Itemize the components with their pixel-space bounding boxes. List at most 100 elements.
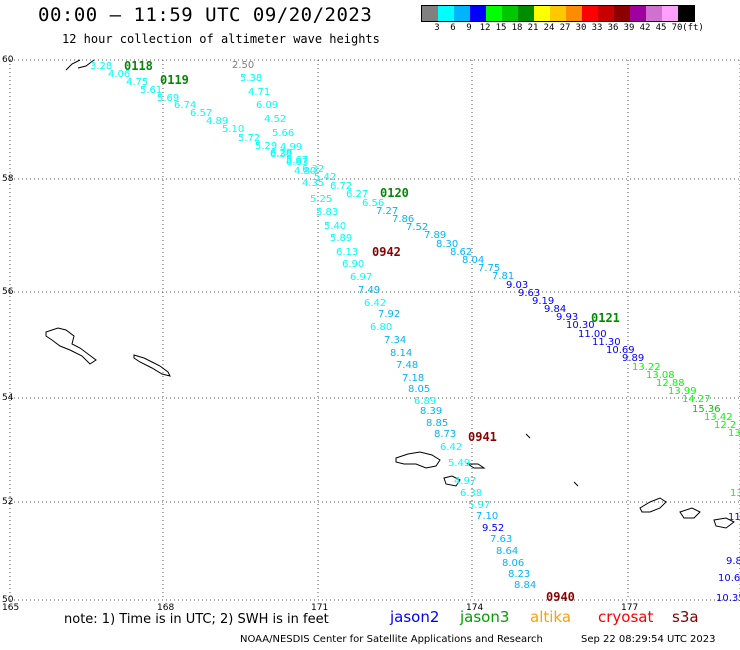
footer-credit: NOAA/NESDIS Center for Satellite Applica…: [240, 634, 543, 645]
wave-height-value: 9.63: [518, 288, 540, 299]
legend-swatch: [486, 6, 502, 21]
pass-label: 0940: [546, 590, 575, 604]
wave-height-value: 5.10: [222, 124, 244, 135]
wave-height-value: 8.14: [390, 348, 412, 359]
pass-label: 0120: [380, 186, 409, 200]
wave-height-values: 3.284.064.755.615.696.746.574.895.105.72…: [90, 60, 740, 604]
coastlines: [45, 59, 735, 529]
wave-height-value: 8.62: [450, 247, 472, 258]
legend-swatch: [598, 6, 614, 21]
wave-height-value: 4.99: [280, 142, 302, 153]
wave-height-value: 13.99: [668, 386, 697, 397]
lon-tick-label: 177: [621, 603, 638, 613]
wave-height-value: 7.48: [396, 360, 418, 371]
satellite-name: jason3: [460, 608, 510, 626]
legend-label: 6: [450, 23, 456, 33]
wave-height-value: 11.00: [578, 329, 607, 340]
wave-height-value: 8.04: [462, 255, 484, 266]
legend-label: 24: [543, 23, 555, 33]
wave-height-value: 4.97: [454, 476, 476, 487]
wave-height-value: 13.22: [632, 362, 661, 373]
wave-height-value: 5.61: [140, 85, 162, 96]
wave-height-value: 5.66: [272, 128, 294, 139]
wave-height-value: 15.36: [692, 404, 721, 415]
legend-swatch: [646, 6, 662, 21]
island-mid-1: [395, 451, 441, 469]
island-east-4: [525, 433, 579, 487]
island-west-2: [133, 354, 171, 377]
wave-height-value: 6.90: [342, 259, 364, 270]
wave-height-value: 6.13: [336, 247, 358, 258]
wave-height-value: 4.35: [302, 178, 324, 189]
wave-height-value: 8.39: [420, 406, 442, 417]
wave-height-value: 4.89: [206, 116, 228, 127]
island-east-3: [713, 517, 735, 529]
legend-label: 12: [479, 23, 491, 33]
wave-height-value: 5.83: [316, 207, 338, 218]
satellite-name: jason2: [390, 608, 440, 626]
wave-height-value: 8.30: [436, 239, 458, 250]
legend-label: 42: [639, 23, 651, 33]
map-grid: [9, 59, 740, 601]
wave-height-value: 4.06: [108, 69, 130, 80]
wave-height-value: 5.29: [255, 141, 277, 152]
wave-height-value: 13: [728, 428, 740, 439]
legend-swatch: [630, 6, 646, 21]
legend-swatch: [662, 6, 678, 21]
wave-height-value: 6.80: [370, 322, 392, 333]
legend-label: 9: [466, 23, 472, 33]
wave-height-value: 6.39: [270, 149, 292, 160]
wave-height-value: 6.97: [350, 272, 372, 283]
wave-height-value: 13.08: [646, 370, 675, 381]
wave-height-value: 6.72: [330, 181, 352, 192]
wave-height-value: 7.52: [406, 222, 428, 233]
wave-height-value: 5.38: [240, 73, 262, 84]
legend-swatch: [678, 6, 694, 21]
wave-height-value: 5.97: [468, 500, 490, 511]
legend-label: 39: [623, 23, 635, 33]
wave-height-value: 2.50: [232, 60, 254, 71]
wave-height-value: 13.42: [704, 412, 733, 423]
wave-height-value: 5.25: [310, 194, 332, 205]
wave-height-value: 7.63: [490, 534, 512, 545]
wave-height-value: 5.40: [324, 221, 346, 232]
wave-height-value: 10.35: [716, 593, 740, 604]
wave-height-value: 9.89: [622, 353, 644, 364]
wave-height-value: 8.73: [434, 429, 456, 440]
satellite-name: s3a: [672, 608, 699, 626]
wave-height-value: 5.72: [238, 133, 260, 144]
wave-height-value: 13: [730, 488, 740, 499]
legend-swatch: [534, 6, 550, 21]
wave-height-value: 8.85: [426, 418, 448, 429]
wave-height-value: 6.42: [364, 298, 386, 309]
island-east-1: [639, 497, 667, 513]
legend-labels: 3 6 9 12 15 18 21 24 27 30 33 36 39 42 45 70 (ft): [421, 22, 704, 36]
coast-top-left: [65, 59, 95, 71]
legend-swatch: [614, 6, 630, 21]
wave-height-value: 5.89: [330, 233, 352, 244]
satellite-name: cryosat: [598, 608, 654, 626]
pass-label: 0121: [591, 311, 620, 325]
wave-height-value: 3.28: [90, 61, 112, 72]
legend-swatch: [566, 6, 582, 21]
wave-height-value: 4.52: [264, 114, 286, 125]
legend-color-bar: [421, 5, 695, 22]
satellite-name: altika: [530, 608, 572, 626]
wave-height-value: 6.32: [302, 164, 324, 175]
wave-height-value: 10.69: [606, 345, 635, 356]
lat-tick-label: 52: [2, 497, 13, 507]
legend-label: 27: [559, 23, 571, 33]
wave-height-value: 7.89: [424, 230, 446, 241]
legend-swatch: [518, 6, 534, 21]
legend-swatch: [438, 6, 454, 21]
wave-height-value: 9.52: [482, 523, 504, 534]
legend-swatch: [470, 6, 486, 21]
wave-height-value: 6.57: [190, 108, 212, 119]
wave-height-value: 7.81: [492, 271, 514, 282]
legend-swatch: [550, 6, 566, 21]
pass-labels: 0118 0119 0120 0121 0942 0941 0940: [124, 59, 620, 604]
lat-tick-label: 50: [2, 595, 14, 605]
wave-height-value: 8.23: [508, 569, 530, 580]
generation-timestamp: Sep 22 08:29:54 UTC 2023: [581, 634, 716, 645]
